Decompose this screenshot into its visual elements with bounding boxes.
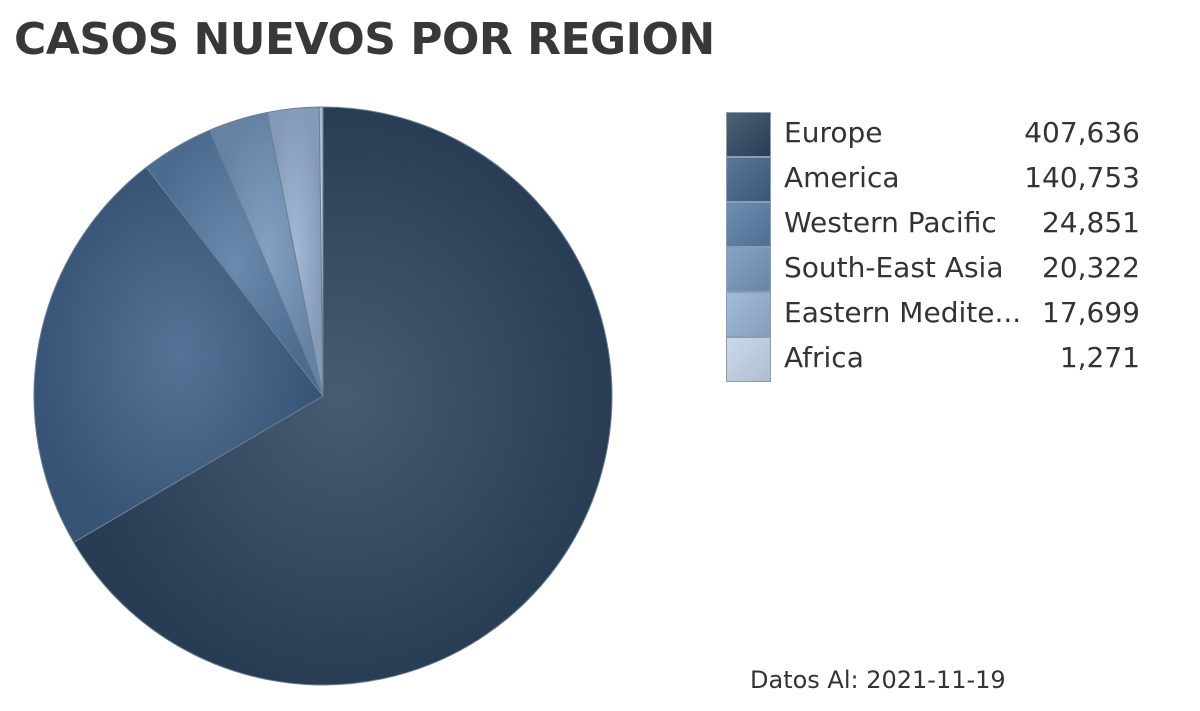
legend-label: South-East Asia: [784, 251, 1004, 284]
legend-item-eastern-mediterranean[interactable]: Eastern Medite... 17,699: [726, 292, 1146, 337]
legend: Europe 407,636 America 140,753 Western P…: [726, 112, 1146, 382]
legend-label: America: [784, 161, 900, 194]
pie-slice-europe[interactable]: [73, 106, 613, 686]
legend-swatch: [726, 112, 771, 157]
legend-item-america[interactable]: America 140,753: [726, 157, 1146, 202]
legend-value: 17,699: [1042, 296, 1140, 329]
pie-svg: [33, 106, 613, 686]
pie-slice-africa[interactable]: [318, 106, 324, 397]
legend-label: Africa: [784, 341, 864, 374]
legend-value: 20,322: [1042, 251, 1140, 284]
legend-label: Europe: [784, 116, 883, 149]
legend-swatch: [726, 337, 771, 382]
legend-swatch: [726, 202, 771, 247]
legend-item-africa[interactable]: Africa 1,271: [726, 337, 1146, 382]
legend-swatch: [726, 292, 771, 337]
legend-value: 407,636: [1024, 116, 1140, 149]
pie-chart: [30, 103, 616, 689]
legend-label: Western Pacific: [784, 206, 997, 239]
chart-title: CASOS NUEVOS POR REGION: [14, 14, 715, 65]
legend-swatch: [726, 157, 771, 202]
legend-label: Eastern Medite...: [784, 296, 1022, 329]
legend-value: 1,271: [1059, 341, 1140, 374]
legend-value: 140,753: [1024, 161, 1140, 194]
legend-item-europe[interactable]: Europe 407,636: [726, 112, 1146, 157]
legend-value: 24,851: [1042, 206, 1140, 239]
legend-item-western-pacific[interactable]: Western Pacific 24,851: [726, 202, 1146, 247]
pie-slice-america[interactable]: [33, 166, 324, 544]
data-date-footnote: Datos Al: 2021-11-19: [750, 666, 1006, 694]
legend-swatch: [726, 247, 771, 292]
legend-item-south-east-asia[interactable]: South-East Asia 20,322: [726, 247, 1146, 292]
